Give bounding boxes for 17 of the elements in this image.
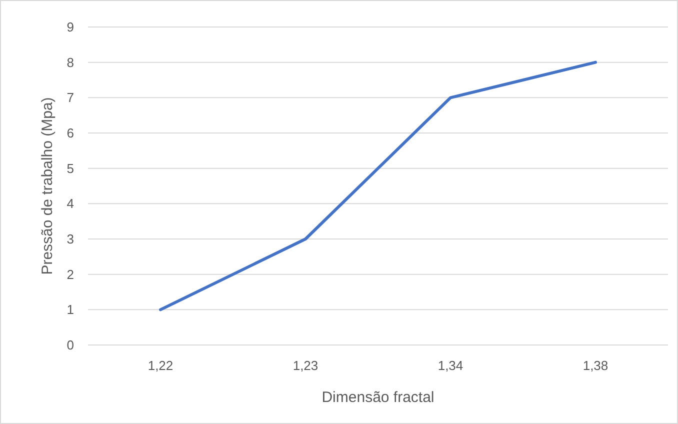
y-tick-label: 6	[66, 126, 74, 141]
x-axis-title: Dimensão fractal	[322, 389, 434, 406]
x-tick-label: 1,22	[148, 358, 174, 373]
y-axis-title: Pressão de trabalho (Mpa)	[39, 97, 56, 275]
x-tick-label: 1,38	[582, 358, 608, 373]
x-tick-label: 1,23	[292, 358, 318, 373]
y-tick-label: 5	[66, 160, 74, 176]
x-tick-label: 1,34	[438, 358, 464, 373]
y-tick-label: 0	[66, 338, 74, 353]
line-series	[159, 60, 597, 312]
y-tick-label: 3	[66, 232, 74, 247]
y-tick-label: 2	[66, 266, 74, 282]
y-tick-label: 9	[66, 20, 74, 35]
y-tick-label: 1	[66, 302, 74, 318]
y-tick-label: 8	[66, 54, 74, 70]
y-tick-label: 4	[66, 196, 74, 212]
y-tick-label: 7	[66, 90, 74, 106]
